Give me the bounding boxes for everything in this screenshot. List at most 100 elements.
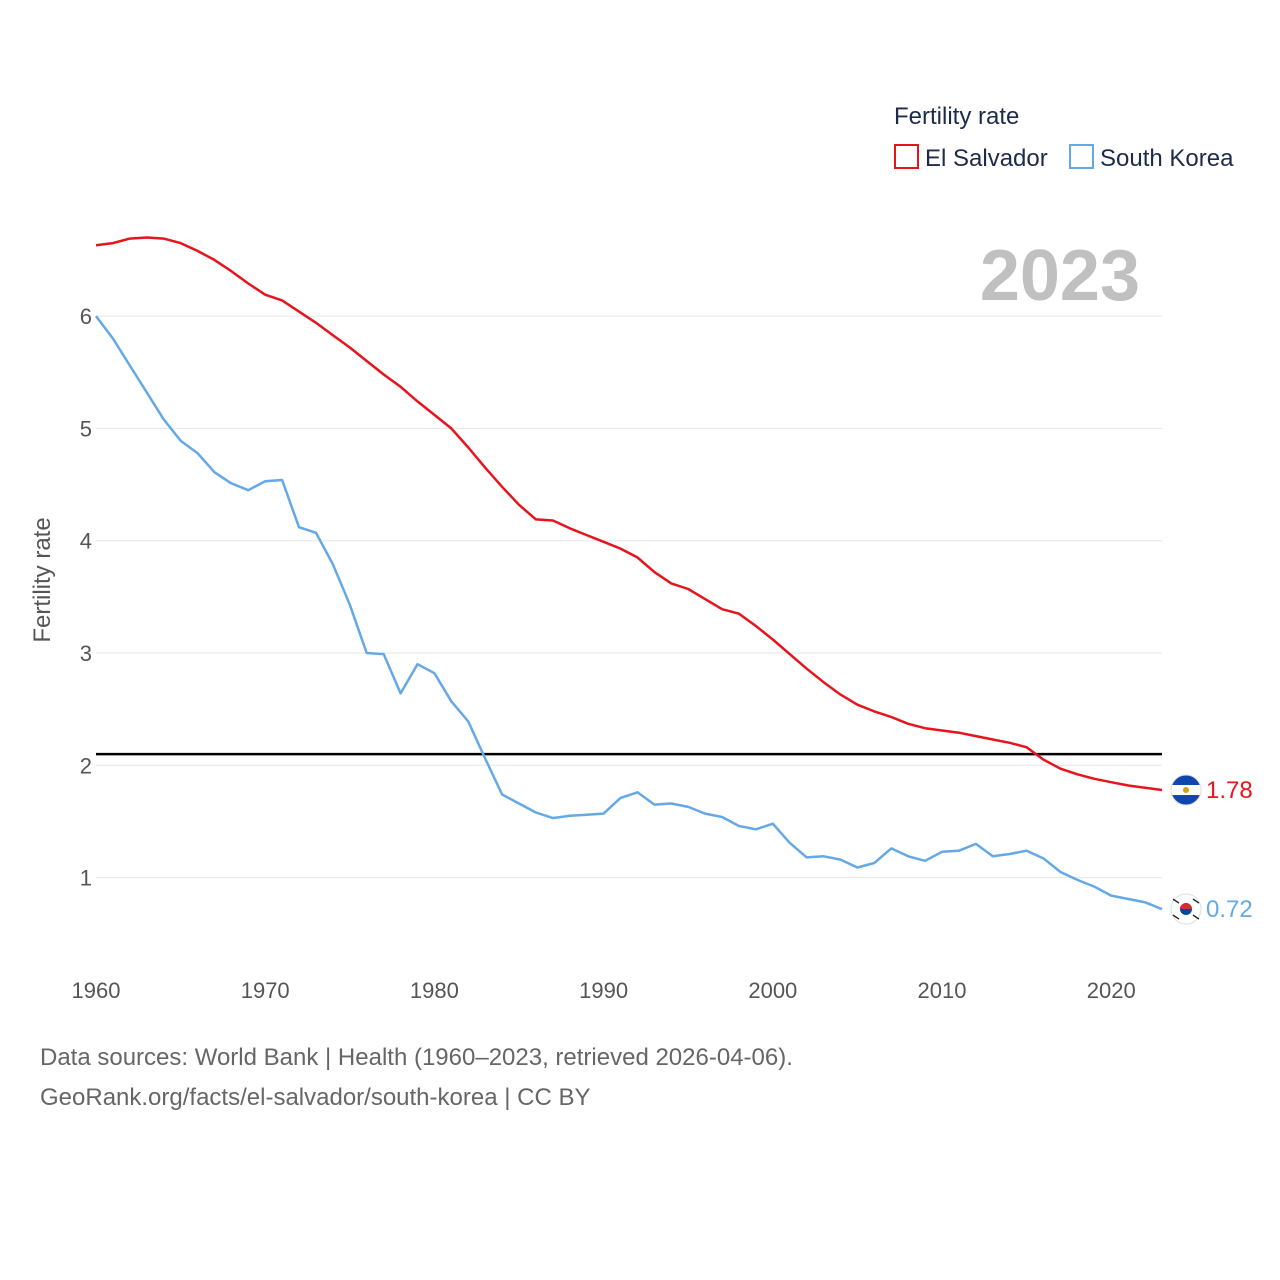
data-point-south-korea[interactable] xyxy=(804,854,810,860)
data-point-south-korea[interactable] xyxy=(651,802,657,808)
data-point-el-salvador[interactable] xyxy=(601,539,607,545)
data-point-el-salvador[interactable] xyxy=(1142,785,1148,791)
data-point-south-korea[interactable] xyxy=(161,416,167,422)
data-point-south-korea[interactable] xyxy=(93,313,99,319)
series-line-south-korea[interactable] xyxy=(95,315,1163,911)
data-point-el-salvador[interactable] xyxy=(1074,771,1080,777)
data-point-south-korea[interactable] xyxy=(1041,856,1047,862)
data-point-south-korea[interactable] xyxy=(854,865,860,871)
data-point-south-korea[interactable] xyxy=(465,719,471,725)
data-point-south-korea[interactable] xyxy=(1007,851,1013,857)
data-point-south-korea[interactable] xyxy=(195,450,201,456)
data-point-el-salvador[interactable] xyxy=(228,268,234,274)
data-point-el-salvador[interactable] xyxy=(821,679,827,685)
data-point-south-korea[interactable] xyxy=(922,858,928,864)
data-point-el-salvador[interactable] xyxy=(1108,779,1114,785)
data-point-el-salvador[interactable] xyxy=(93,242,99,248)
data-point-el-salvador[interactable] xyxy=(871,708,877,714)
data-point-el-salvador[interactable] xyxy=(499,484,505,490)
data-point-el-salvador[interactable] xyxy=(787,651,793,657)
data-point-el-salvador[interactable] xyxy=(651,569,657,575)
data-point-el-salvador[interactable] xyxy=(364,358,370,364)
data-point-el-salvador[interactable] xyxy=(414,398,420,404)
legend-label-el-salvador[interactable]: El Salvador xyxy=(925,145,1048,172)
data-point-el-salvador[interactable] xyxy=(770,637,776,643)
data-point-south-korea[interactable] xyxy=(567,813,573,819)
data-point-el-salvador[interactable] xyxy=(719,606,725,612)
data-point-south-korea[interactable] xyxy=(601,811,607,817)
data-point-south-korea[interactable] xyxy=(127,362,133,368)
data-point-south-korea[interactable] xyxy=(736,823,742,829)
data-point-south-korea[interactable] xyxy=(685,804,691,810)
data-point-el-salvador[interactable] xyxy=(1125,783,1131,789)
data-point-el-salvador[interactable] xyxy=(1057,766,1063,772)
data-point-south-korea[interactable] xyxy=(381,651,387,657)
data-point-el-salvador[interactable] xyxy=(1007,740,1013,746)
data-point-el-salvador[interactable] xyxy=(195,248,201,254)
data-point-el-salvador[interactable] xyxy=(279,297,285,303)
data-point-el-salvador[interactable] xyxy=(567,525,573,531)
series-line-el-salvador[interactable] xyxy=(95,236,1163,792)
data-point-south-korea[interactable] xyxy=(533,809,539,815)
data-point-el-salvador[interactable] xyxy=(804,666,810,672)
data-point-el-salvador[interactable] xyxy=(465,444,471,450)
data-point-south-korea[interactable] xyxy=(973,841,979,847)
data-point-el-salvador[interactable] xyxy=(211,257,217,263)
data-point-south-korea[interactable] xyxy=(313,530,319,536)
data-point-el-salvador[interactable] xyxy=(381,371,387,377)
data-point-south-korea[interactable] xyxy=(516,800,522,806)
data-point-south-korea[interactable] xyxy=(956,848,962,854)
legend-label-south-korea[interactable]: South Korea xyxy=(1100,145,1234,172)
data-point-el-salvador[interactable] xyxy=(398,384,404,390)
data-point-el-salvador[interactable] xyxy=(533,516,539,522)
data-point-south-korea[interactable] xyxy=(618,795,624,801)
data-point-south-korea[interactable] xyxy=(1091,884,1097,890)
data-point-el-salvador[interactable] xyxy=(144,234,150,240)
data-point-el-salvador[interactable] xyxy=(448,425,454,431)
data-point-el-salvador[interactable] xyxy=(347,345,353,351)
data-point-el-salvador[interactable] xyxy=(888,714,894,720)
data-point-el-salvador[interactable] xyxy=(296,309,302,315)
data-point-el-salvador[interactable] xyxy=(330,332,336,338)
data-point-south-korea[interactable] xyxy=(1057,869,1063,875)
data-point-south-korea[interactable] xyxy=(770,821,776,827)
legend-swatch-el-salvador[interactable] xyxy=(894,144,919,169)
data-point-south-korea[interactable] xyxy=(398,690,404,696)
data-point-south-korea[interactable] xyxy=(330,561,336,567)
data-point-south-korea[interactable] xyxy=(753,826,759,832)
data-point-south-korea[interactable] xyxy=(871,860,877,866)
legend-swatch-south-korea[interactable] xyxy=(1069,144,1094,169)
data-point-el-salvador[interactable] xyxy=(973,733,979,739)
data-point-south-korea[interactable] xyxy=(245,487,251,493)
data-point-el-salvador[interactable] xyxy=(685,586,691,592)
data-point-south-korea[interactable] xyxy=(1142,899,1148,905)
data-point-south-korea[interactable] xyxy=(347,602,353,608)
data-point-south-korea[interactable] xyxy=(144,389,150,395)
data-point-el-salvador[interactable] xyxy=(618,546,624,552)
data-point-south-korea[interactable] xyxy=(1108,893,1114,899)
data-point-el-salvador[interactable] xyxy=(431,412,437,418)
data-point-el-salvador[interactable] xyxy=(584,532,590,538)
data-point-south-korea[interactable] xyxy=(364,650,370,656)
data-point-el-salvador[interactable] xyxy=(161,236,167,242)
data-point-south-korea[interactable] xyxy=(228,480,234,486)
data-point-south-korea[interactable] xyxy=(787,840,793,846)
data-point-el-salvador[interactable] xyxy=(905,721,911,727)
data-point-south-korea[interactable] xyxy=(1125,896,1131,902)
data-point-south-korea[interactable] xyxy=(110,336,116,342)
data-point-el-salvador[interactable] xyxy=(516,502,522,508)
data-point-el-salvador[interactable] xyxy=(668,580,674,586)
data-point-south-korea[interactable] xyxy=(1024,848,1030,854)
data-point-south-korea[interactable] xyxy=(634,789,640,795)
data-point-south-korea[interactable] xyxy=(584,812,590,818)
data-point-south-korea[interactable] xyxy=(482,756,488,762)
data-point-el-salvador[interactable] xyxy=(854,702,860,708)
data-point-el-salvador[interactable] xyxy=(702,596,708,602)
data-point-el-salvador[interactable] xyxy=(127,236,133,242)
data-point-south-korea[interactable] xyxy=(702,811,708,817)
data-point-el-salvador[interactable] xyxy=(178,240,184,246)
data-point-el-salvador[interactable] xyxy=(550,517,556,523)
data-point-south-korea[interactable] xyxy=(296,524,302,530)
data-point-el-salvador[interactable] xyxy=(922,725,928,731)
data-point-south-korea[interactable] xyxy=(990,853,996,859)
